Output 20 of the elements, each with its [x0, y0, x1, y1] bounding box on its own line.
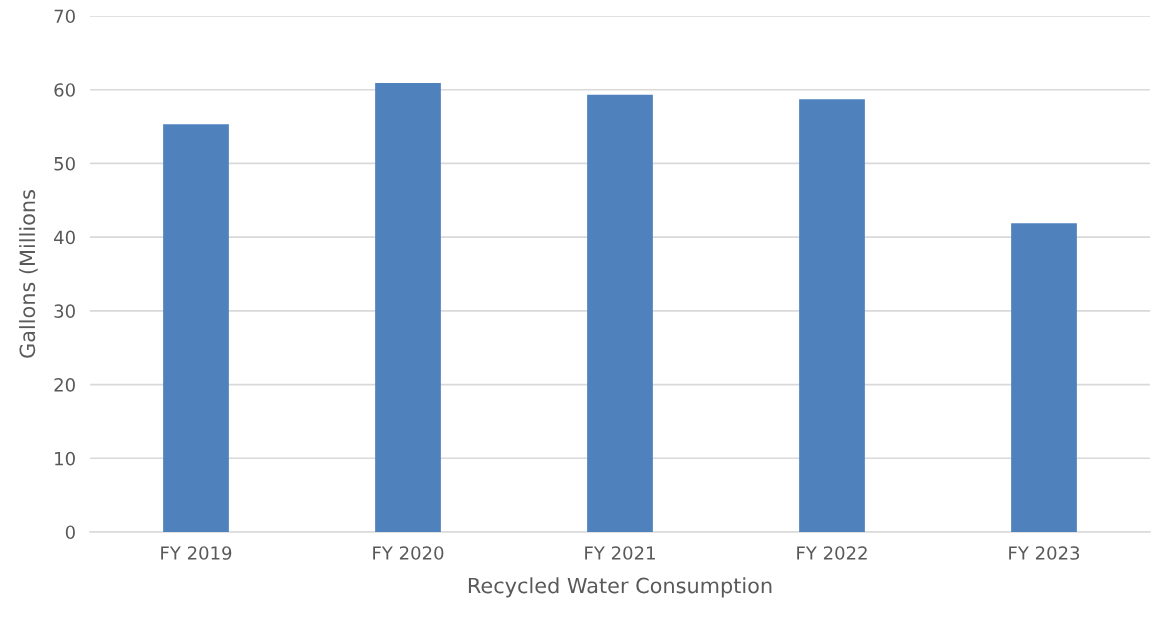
y-tick-label: 50 — [54, 156, 75, 171]
bar — [375, 83, 441, 532]
y-axis-title: Gallons (Millions — [19, 190, 38, 358]
x-tick-label: FY 2023 — [1009, 546, 1080, 560]
x-axis-title: Recycled Water Consumption — [468, 577, 772, 598]
y-tick-label: 0 — [65, 525, 75, 540]
x-tick-label: FY 2021 — [585, 546, 655, 560]
bar — [1011, 223, 1077, 532]
bar — [587, 94, 653, 532]
y-tick-label: 10 — [55, 451, 75, 466]
y-tick-label: 30 — [54, 304, 75, 318]
y-tick-label: 70 — [54, 9, 75, 24]
bar — [163, 124, 229, 532]
y-tick-label: 40 — [54, 230, 75, 245]
y-tick-label: 20 — [54, 378, 75, 392]
x-tick-label: FY 2020 — [373, 546, 444, 560]
x-tick-label: FY 2022 — [797, 546, 867, 560]
x-tick-label: FY 2019 — [161, 546, 232, 560]
bar — [799, 99, 865, 532]
y-tick-label: 60 — [54, 83, 75, 97]
